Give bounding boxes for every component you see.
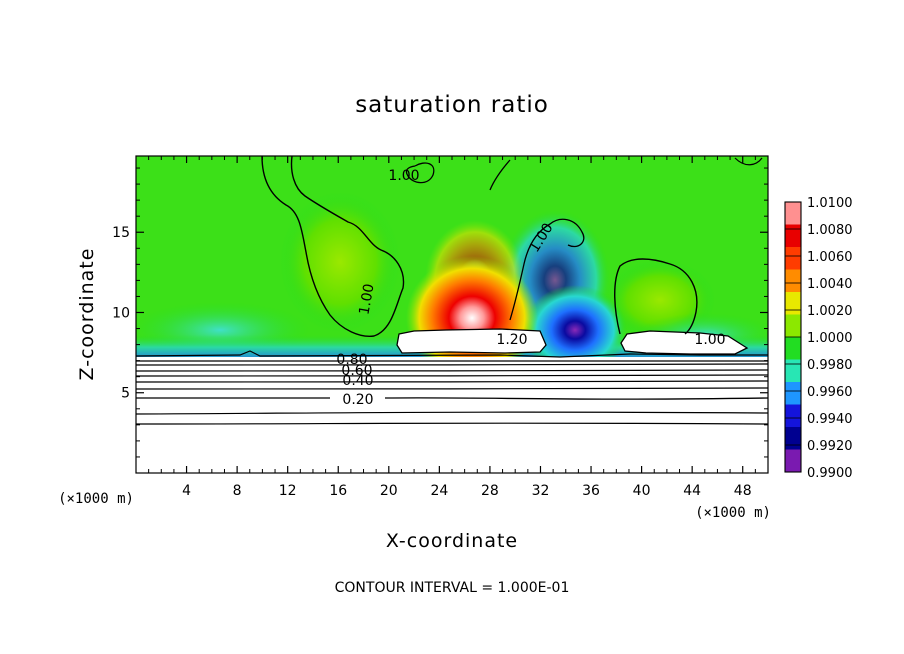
contour-1-00-topright — [734, 157, 763, 166]
colorbar-swatch — [785, 404, 801, 428]
x-tick-label: 4 — [182, 483, 191, 499]
contour-label: 1.00 — [356, 283, 377, 316]
contour-label: 0.20 — [342, 392, 373, 408]
x-tick-label: 40 — [633, 483, 651, 499]
colorbar-label: 1.0000 — [807, 331, 853, 346]
x-unit-right: (×1000 m) — [695, 505, 771, 521]
colorbar-swatch — [785, 314, 801, 338]
contour-1-00-upper2 — [489, 159, 511, 191]
field-green-left-patch — [280, 192, 400, 332]
colorbar-label: 0.9940 — [807, 412, 853, 427]
colorbar-label: 1.0100 — [807, 196, 853, 211]
colorbar-label: 0.9920 — [807, 439, 853, 454]
contour-surface-1 — [136, 350, 768, 358]
cloud-region-center — [396, 328, 547, 354]
contour-0-10 — [136, 411, 768, 415]
cloud-region-right — [620, 330, 749, 355]
colorbar-swatch — [785, 337, 801, 360]
x-tick-label: 20 — [380, 483, 398, 499]
contour-label: 1.00 — [388, 168, 419, 184]
plot-area: 1.00 1.00 1.00 1.00 1.20 0.80 0.60 0.40 … — [136, 156, 768, 473]
contour-0-40 — [136, 380, 768, 383]
colorbar-label: 0.9960 — [807, 385, 853, 400]
contour-0-20 — [136, 397, 768, 400]
x-tick-label: 12 — [279, 483, 297, 499]
contour-1-00-mid — [509, 218, 585, 321]
colorbar-label: 0.9980 — [807, 358, 853, 373]
x-axis-label: X-coordinate — [386, 530, 518, 552]
contour-label: 0.40 — [342, 373, 373, 389]
y-tick-label: 10 — [112, 305, 130, 321]
contour-label: 0.60 — [341, 363, 372, 379]
y-axis: 5 10 15 — [112, 167, 768, 458]
contour-label: 1.00 — [694, 332, 725, 348]
colorbar-swatch — [785, 382, 801, 405]
colorbar-label: 1.0060 — [807, 250, 853, 265]
y-tick-label: 5 — [121, 386, 130, 402]
colorbar-swatch — [785, 427, 801, 450]
field-lower-blank — [136, 357, 768, 473]
contour-0-80 — [136, 363, 768, 366]
x-tick-label: 16 — [329, 483, 347, 499]
colorbar-swatch — [785, 359, 801, 383]
x-axis: 4 8 12 16 20 24 28 32 36 40 44 48 — [148, 156, 756, 499]
contour-1-00-right — [614, 258, 698, 335]
contour-0-50 — [136, 374, 768, 377]
colorbar-label: 0.9900 — [807, 466, 853, 481]
contour-0-60 — [136, 369, 768, 372]
colorbar-swatch — [785, 269, 801, 293]
y-tick-label: 15 — [112, 225, 130, 241]
colorbar-swatch — [785, 202, 801, 225]
x-tick-label: 44 — [683, 483, 701, 499]
contour-label: 1.20 — [496, 332, 527, 348]
x-tick-label: 36 — [582, 483, 600, 499]
x-tick-label: 32 — [532, 483, 550, 499]
x-tick-label: 8 — [233, 483, 242, 499]
x-unit-left: (×1000 m) — [58, 491, 134, 507]
colorbar-label: 1.0080 — [807, 223, 853, 238]
colorbar-swatch — [785, 247, 801, 270]
colorbar-swatch — [785, 224, 801, 248]
x-tick-label: 28 — [481, 483, 499, 499]
chart-title: saturation ratio — [355, 92, 549, 118]
contour-0-00 — [136, 422, 768, 425]
contour-1-00-left — [261, 156, 405, 337]
field-dry-zone — [523, 285, 627, 375]
contour-interval-note: CONTOUR INTERVAL = 1.000E-01 — [335, 580, 570, 596]
colorbar-label: 1.0020 — [807, 304, 853, 319]
y-axis-label: Z-coordinate — [76, 248, 98, 381]
colorbar-swatch — [785, 292, 801, 315]
x-tick-label: 48 — [734, 483, 752, 499]
x-tick-label: 24 — [430, 483, 448, 499]
colorbar: 1.0100 1.0080 1.0060 1.0040 1.0020 1.0000 0.99… — [784, 196, 853, 481]
contour-1-00-upper — [405, 162, 435, 184]
colorbar-label: 1.0040 — [807, 277, 853, 292]
contour-0-30 — [136, 387, 768, 390]
contour-label: 0.80 — [336, 352, 367, 368]
colorbar-swatch — [785, 449, 801, 473]
